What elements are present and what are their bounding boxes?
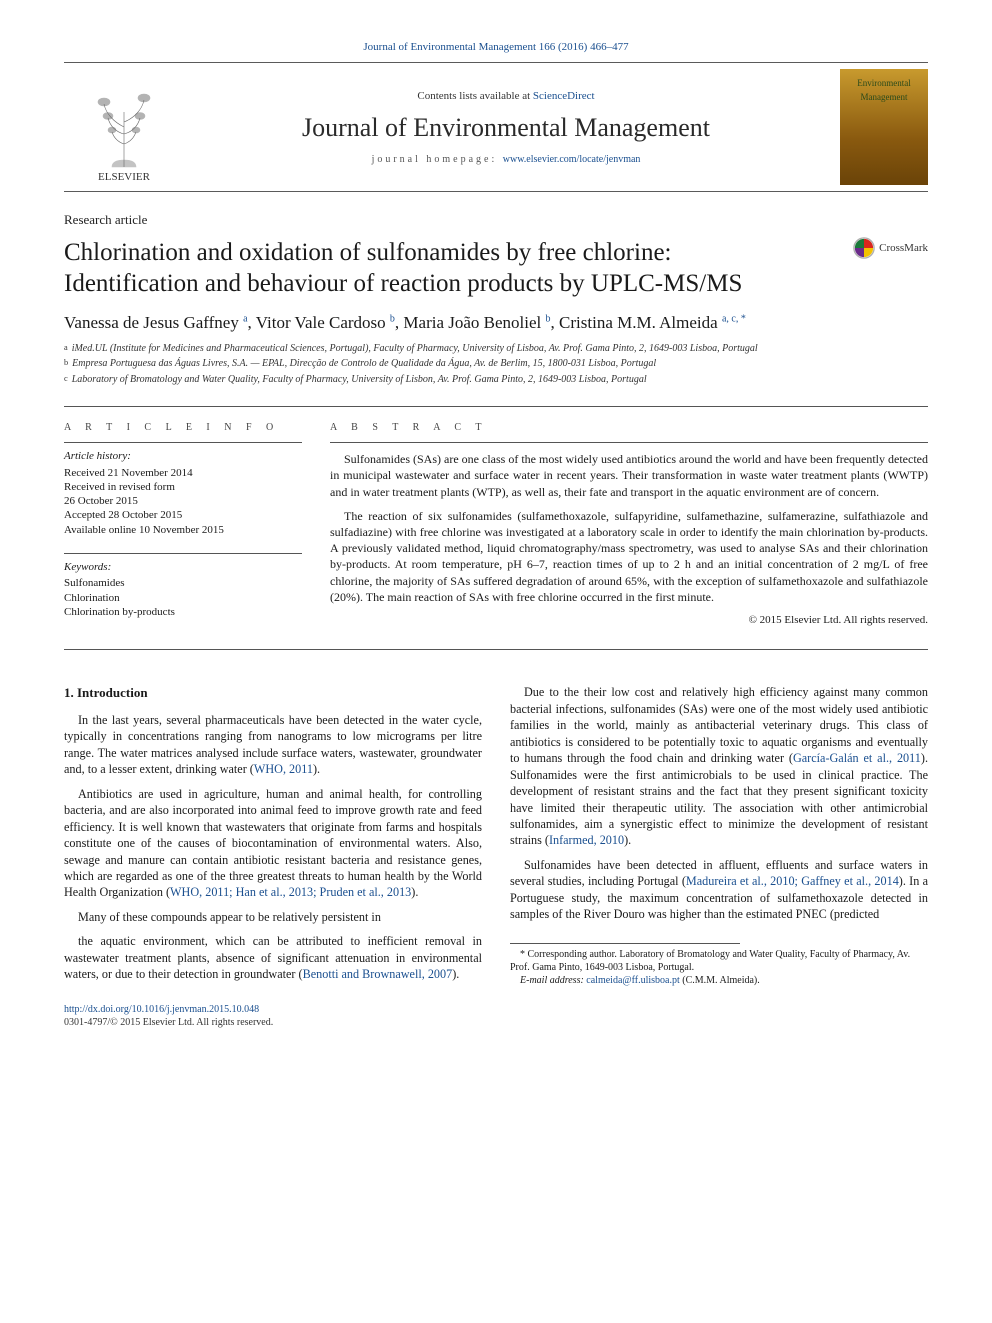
keyword: Chlorination by-products xyxy=(64,605,302,619)
affiliations: aiMed.UL (Institute for Medicines and Ph… xyxy=(64,342,928,387)
contents-prefix: Contents lists available at xyxy=(417,90,532,102)
body-paragraph: In the last years, several pharmaceutica… xyxy=(64,712,482,778)
sciencedirect-link[interactable]: ScienceDirect xyxy=(533,90,595,102)
body-paragraph: the aquatic environment, which can be at… xyxy=(64,933,482,982)
article-title: Chlorination and oxidation of sulfonamid… xyxy=(64,237,804,300)
crossmark-badge[interactable]: CrossMark xyxy=(853,237,928,259)
doi-link[interactable]: http://dx.doi.org/10.1016/j.jenvman.2015… xyxy=(64,1004,259,1015)
affiliation: aiMed.UL (Institute for Medicines and Ph… xyxy=(64,342,928,356)
citation-link[interactable]: WHO, 2011; Han et al., 2013; Pruden et a… xyxy=(170,885,411,899)
header-citation: Journal of Environmental Management 166 … xyxy=(64,40,928,54)
homepage-link[interactable]: www.elsevier.com/locate/jenvman xyxy=(503,154,641,165)
affiliation: bEmpresa Portuguesa das Águas Livres, S.… xyxy=(64,357,928,371)
history-line: Available online 10 November 2015 xyxy=(64,523,302,537)
abstract-head: A B S T R A C T xyxy=(330,421,928,434)
abstract-copyright: © 2015 Elsevier Ltd. All rights reserved… xyxy=(330,613,928,627)
body-paragraph: Antibiotics are used in agriculture, hum… xyxy=(64,786,482,901)
affiliation: cLaboratory of Bromatology and Water Qua… xyxy=(64,373,928,387)
article-type: Research article xyxy=(64,212,928,229)
footnote-rule xyxy=(510,943,740,944)
divider-top xyxy=(64,406,928,407)
publisher-name-text: ELSEVIER xyxy=(98,171,151,182)
history-line: Received 21 November 2014 xyxy=(64,466,302,480)
keyword: Sulfonamides xyxy=(64,576,302,590)
citation-link[interactable]: Infarmed, 2010 xyxy=(549,833,624,847)
crossmark-label: CrossMark xyxy=(879,241,928,255)
body-paragraph: Sulfonamides have been detected in afflu… xyxy=(510,857,928,923)
citation-link[interactable]: Benotti and Brownawell, 2007 xyxy=(303,967,453,981)
citation-link[interactable]: García-Galán et al., 2011 xyxy=(793,751,921,765)
history-line: Received in revised form xyxy=(64,480,302,494)
abstract-paragraph: Sulfonamides (SAs) are one class of the … xyxy=(330,451,928,500)
cover-title-2: Management xyxy=(861,93,908,102)
authors: Vanessa de Jesus Gaffney a, Vitor Vale C… xyxy=(64,312,928,334)
journal-block: Contents lists available at ScienceDirec… xyxy=(184,63,828,191)
homepage-label: journal homepage: xyxy=(372,154,503,165)
homepage-line: journal homepage: www.elsevier.com/locat… xyxy=(372,153,641,166)
publisher-logo: ELSEVIER xyxy=(64,63,184,191)
email-link[interactable]: calmeida@ff.ulisboa.pt xyxy=(586,975,679,986)
corresponding-author-note: * Corresponding author. Laboratory of Br… xyxy=(510,948,928,974)
body-paragraph: Due to the their low cost and relatively… xyxy=(510,684,928,849)
email-note: E-mail address: calmeida@ff.ulisboa.pt (… xyxy=(510,974,928,987)
cover-box: Environmental Management xyxy=(840,69,928,185)
journal-cover: Environmental Management xyxy=(828,63,928,191)
article-info-head: A R T I C L E I N F O xyxy=(64,421,302,434)
citation-link[interactable]: WHO, 2011 xyxy=(254,762,313,776)
history-label: Article history: xyxy=(64,449,302,463)
footnote-block: * Corresponding author. Laboratory of Br… xyxy=(510,943,928,987)
cover-title-1: Environmental xyxy=(857,79,911,88)
history-line: Accepted 28 October 2015 xyxy=(64,508,302,522)
page-footer: http://dx.doi.org/10.1016/j.jenvman.2015… xyxy=(64,1003,928,1029)
divider-bottom xyxy=(64,649,928,650)
body-paragraph: Many of these compounds appear to be rel… xyxy=(64,909,482,925)
body-columns: 1. Introduction In the last years, sever… xyxy=(64,684,928,989)
journal-banner: ELSEVIER Contents lists available at Sci… xyxy=(64,62,928,192)
elsevier-tree-icon: ELSEVIER xyxy=(74,72,174,182)
crossmark-icon xyxy=(853,237,875,259)
citation-link[interactable]: Journal of Environmental Management 166 … xyxy=(363,41,628,53)
journal-name: Journal of Environmental Management xyxy=(302,111,710,145)
issn-line: 0301-4797/© 2015 Elsevier Ltd. All right… xyxy=(64,1017,273,1028)
abstract-paragraph: The reaction of six sulfonamides (sulfam… xyxy=(330,508,928,605)
keyword: Chlorination xyxy=(64,591,302,605)
contents-line: Contents lists available at ScienceDirec… xyxy=(417,89,594,103)
article-info-column: A R T I C L E I N F O Article history: R… xyxy=(64,421,302,635)
abstract-column: A B S T R A C T Sulfonamides (SAs) are o… xyxy=(330,421,928,635)
section-heading: 1. Introduction xyxy=(64,684,482,702)
citation-link[interactable]: Madureira et al., 2010; Gaffney et al., … xyxy=(686,874,899,888)
history-line: 26 October 2015 xyxy=(64,494,302,508)
keywords-label: Keywords: xyxy=(64,560,302,574)
abstract-text: Sulfonamides (SAs) are one class of the … xyxy=(330,442,928,605)
